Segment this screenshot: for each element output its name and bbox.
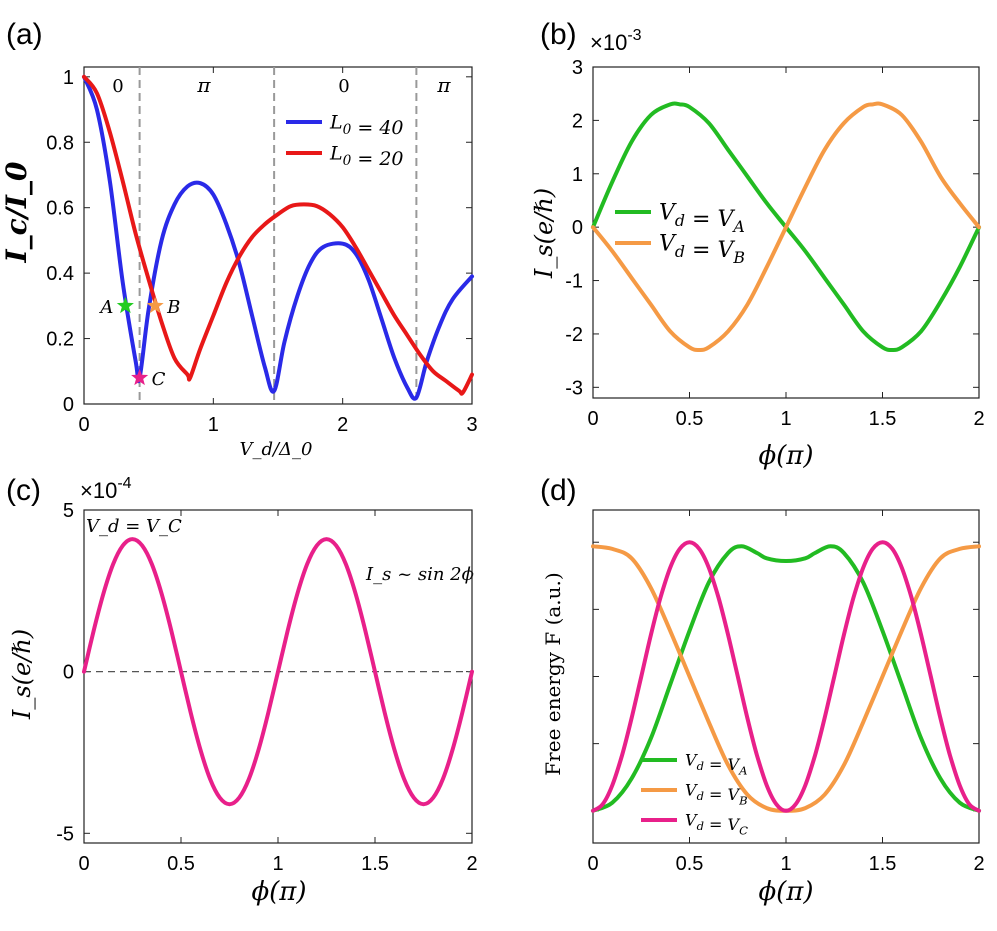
y-tick-label: -5: [56, 823, 74, 845]
y-tick-label: 0.4: [46, 263, 74, 285]
panel-b-label: (b): [540, 18, 577, 51]
panel-c-annotation-vd: V_d = V_C: [86, 516, 182, 537]
x-tick-label: 0: [587, 853, 598, 875]
panel-b-xlabel: ϕ(π): [758, 441, 813, 471]
panel-a-xlabel: V_d/Δ_0: [239, 439, 312, 460]
panel-c-exponent: ×10-4: [80, 475, 132, 503]
legend-label: Vd = VC: [685, 811, 748, 838]
region-label-2: π: [196, 73, 211, 97]
series-line-c-0: [82, 537, 474, 807]
panel-d-ylabel: Free energy F (a.u.): [541, 572, 565, 775]
y-tick-label: 0: [63, 394, 74, 416]
panel-c-label: (c): [6, 474, 41, 507]
star-marker-b: [146, 296, 164, 314]
legend-label: Vd = VB: [659, 232, 745, 267]
x-tick-label: 1: [780, 408, 791, 430]
y-tick-label: 0.6: [46, 198, 74, 220]
legend-label: Vd = VA: [685, 751, 747, 778]
panel-a-ylabel: I_c/I_0: [0, 161, 33, 263]
y-tick-label: 5: [63, 500, 74, 522]
x-tick-label: 1.5: [869, 408, 897, 430]
panel-c-xlabel: ϕ(π): [251, 877, 306, 907]
series-line-d-2: [591, 540, 981, 813]
star-marker-a: [116, 296, 134, 314]
x-tick-label: 0.5: [676, 853, 704, 875]
x-tick-label: 1: [272, 853, 283, 875]
chart-d: 0 0.5 1 1.5 2 Vd = VA Vd = VB Vd = VC: [587, 509, 985, 875]
panel-d-label: (d): [540, 474, 577, 507]
legend-label: Vd = VA: [659, 201, 745, 236]
y-tick-label: 0.2: [46, 329, 74, 351]
x-tick-label: 0.5: [676, 408, 704, 430]
x-tick-label: 0: [78, 414, 89, 436]
x-tick-label: 0: [78, 853, 89, 875]
series-line-b-1: [591, 101, 981, 353]
series-line-d-0: [591, 544, 981, 813]
y-tick-label: -1: [565, 271, 583, 293]
marker-label-c: C: [152, 369, 166, 390]
x-tick-label: 2: [337, 414, 348, 436]
panel-c-annotation-sin: I_s ~ sin 2ϕ: [365, 564, 474, 585]
marker-label-b: B: [166, 297, 180, 318]
star-marker-c: [131, 368, 149, 386]
y-tick-label: 3: [572, 57, 583, 79]
panel-a-label: (a): [6, 18, 43, 51]
panel-c-ylabel: I_s(e/ℏ): [8, 629, 36, 720]
x-tick-label: 2: [466, 853, 477, 875]
legend-label: Vd = VB: [685, 781, 748, 808]
y-tick-label: 0: [63, 662, 74, 684]
x-tick-label: 2: [973, 408, 984, 430]
chart-a: 0 1 2 3 0 0.2 0.4 0.6 0.8 1 A B C L0 = 40 L0 = 20: [46, 66, 478, 436]
y-tick-label: 1: [572, 164, 583, 186]
chart-c: 0 0.5 1 1.5 2-505: [56, 500, 477, 875]
y-tick-label: 1: [63, 67, 74, 89]
x-tick-label: 0.5: [167, 853, 195, 875]
region-label-1: 0: [112, 76, 123, 97]
legend-label: L0 = 40: [329, 112, 404, 139]
x-tick-label: 1: [780, 853, 791, 875]
panel-b-ylabel: I_s(e/ℏ): [530, 188, 558, 279]
panel-d-xlabel: ϕ(π): [758, 877, 813, 907]
marker-label-a: A: [98, 297, 113, 318]
legend-label: L0 = 20: [329, 143, 404, 170]
x-tick-label: 2: [973, 853, 984, 875]
x-tick-label: 1: [208, 414, 219, 436]
panel-b-exponent: ×10-3: [590, 27, 642, 55]
y-tick-label: 2: [572, 110, 583, 132]
series-line-a-1: [82, 74, 474, 396]
plot-layer: 0 1 2 3 0 0.2 0.4 0.6 0.8 1 A B C L0 = 40 L0 = 20 0 0.5 1…: [46, 57, 984, 875]
region-label-3: 0: [338, 76, 349, 97]
series-line-a-0: [82, 74, 474, 401]
y-tick-label: -2: [565, 324, 583, 346]
y-tick-label: 0.8: [46, 132, 74, 154]
series-line-d-1: [591, 544, 981, 813]
region-label-4: π: [436, 73, 451, 97]
x-tick-label: 0: [587, 408, 598, 430]
plot-frame-a: [83, 66, 473, 405]
x-tick-label: 3: [466, 414, 477, 436]
y-tick-label: 0: [572, 217, 583, 239]
y-tick-label: -3: [565, 377, 583, 399]
x-tick-label: 1.5: [869, 853, 897, 875]
x-tick-label: 1.5: [361, 853, 389, 875]
